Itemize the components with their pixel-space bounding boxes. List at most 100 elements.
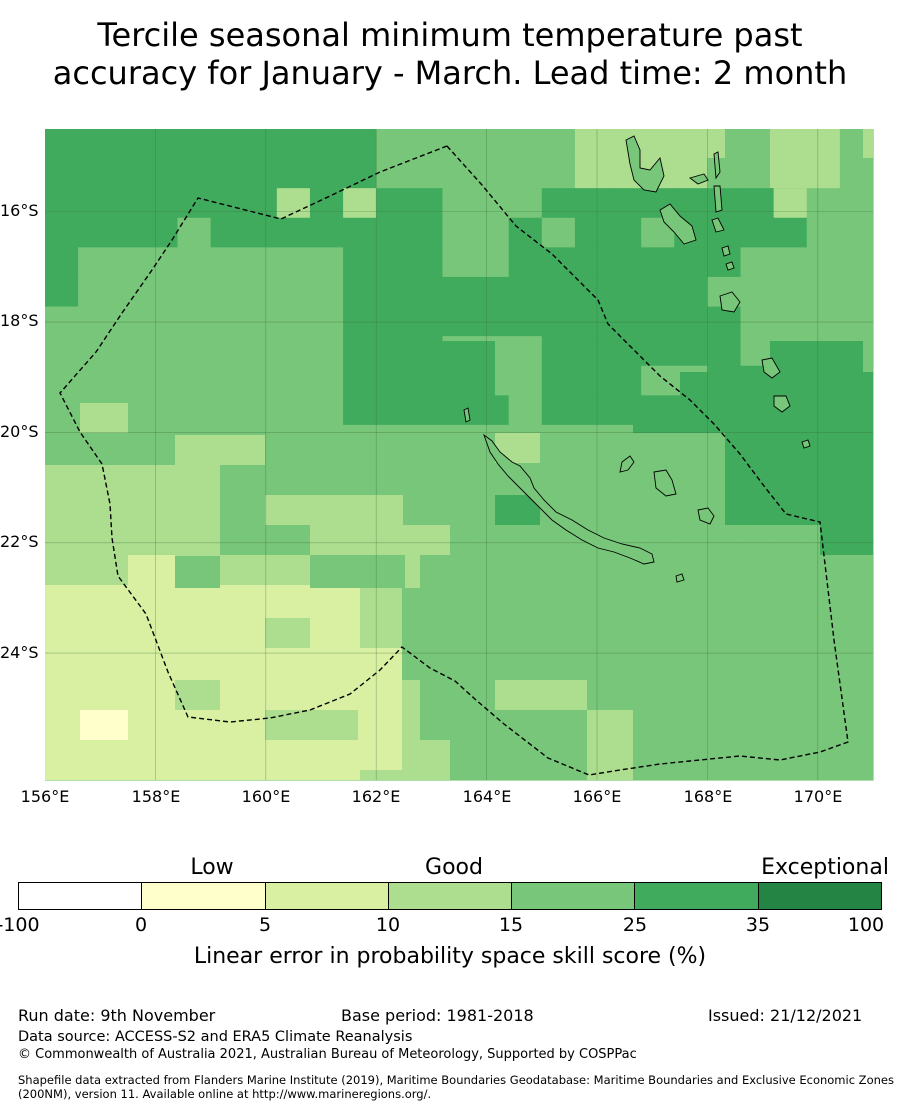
skill-cell	[343, 247, 377, 278]
skill-cell	[608, 602, 642, 633]
skill-cell	[111, 276, 145, 308]
skill-cell	[276, 276, 311, 308]
lon-label-168e: 168°E	[683, 787, 733, 806]
skill-cell	[674, 661, 708, 692]
skill-cell	[402, 588, 450, 680]
skill-cell	[541, 188, 576, 219]
skill-cell	[265, 618, 310, 648]
skill-cell	[641, 365, 675, 396]
skill-cell	[508, 543, 543, 574]
skill-cell	[541, 424, 576, 456]
skill-cell	[587, 341, 633, 372]
skill-cell	[508, 158, 543, 189]
colorbar-tick-5: 5	[258, 914, 272, 936]
skill-cell	[806, 247, 841, 278]
skill-cell	[740, 217, 775, 248]
skill-cell	[177, 306, 212, 337]
skill-cell	[495, 680, 587, 710]
skill-cell	[475, 217, 510, 248]
skill-cell	[740, 129, 775, 160]
skill-cell	[45, 395, 79, 426]
skill-cell	[587, 129, 725, 158]
skill-cell	[674, 336, 708, 367]
skill-cell	[175, 435, 265, 465]
skill-cell	[309, 188, 344, 219]
lon-label-166e: 166°E	[572, 787, 622, 806]
skill-cell	[78, 129, 112, 160]
skill-cell	[707, 661, 742, 692]
skill-cell	[111, 247, 145, 278]
skill-cell	[309, 454, 344, 485]
skill-cell	[773, 720, 808, 752]
category-good: Good	[425, 855, 483, 880]
skill-cell	[641, 750, 675, 781]
skill-cell	[177, 158, 212, 189]
skill-cell	[450, 680, 495, 780]
shapefile-credit: Shapefile data extracted from Flanders M…	[18, 1073, 894, 1101]
vanuatu-efate	[719, 291, 741, 313]
skill-cell	[276, 217, 311, 248]
skill-cell	[309, 247, 344, 278]
skill-cell	[409, 306, 444, 337]
skill-cell	[707, 572, 742, 604]
skill-cell	[508, 572, 543, 604]
loyalty-island-2	[653, 469, 677, 497]
skill-cell	[839, 632, 874, 663]
skill-cell	[310, 555, 405, 588]
skill-cell	[409, 129, 444, 160]
skill-cell	[674, 632, 708, 663]
skill-cell	[265, 588, 310, 618]
skill-cell	[839, 750, 874, 781]
skill-cell	[409, 188, 444, 219]
skill-cell	[144, 395, 179, 426]
skill-cell	[442, 454, 477, 485]
colorbar-tick-0: 0	[134, 914, 148, 936]
skill-cell	[276, 336, 311, 367]
colorbar-tick-25: 25	[622, 914, 648, 936]
skill-cell	[442, 484, 477, 515]
skill-cell	[243, 395, 278, 426]
skill-cell	[409, 217, 444, 248]
skill-cell	[641, 572, 675, 604]
skill-cell	[45, 247, 79, 278]
skill-cell	[707, 720, 742, 752]
skill-cell	[111, 306, 145, 337]
skill-cell	[773, 632, 808, 663]
skill-cell	[45, 465, 220, 565]
skill-cell	[78, 217, 112, 248]
skill-cell	[276, 365, 311, 396]
skill-cell	[144, 129, 179, 160]
skill-cell	[674, 691, 708, 722]
skill-cell	[839, 276, 874, 308]
skill-cell	[641, 720, 675, 752]
skill-cell	[770, 129, 817, 188]
lat-label-24s: 24°S	[0, 643, 39, 662]
skill-cell	[587, 710, 633, 780]
skill-cell	[45, 276, 79, 308]
skill-cell	[773, 750, 808, 781]
skill-cell	[475, 129, 510, 160]
skill-cell	[674, 543, 708, 574]
skill-cell	[508, 365, 543, 396]
skill-cell	[806, 602, 841, 633]
skill-cell	[608, 632, 642, 663]
skill-cell	[641, 247, 675, 278]
skill-cell	[740, 691, 775, 722]
colorbar-segment-2	[142, 883, 266, 909]
skill-cell	[541, 454, 576, 485]
vanuatu-island-b	[713, 185, 723, 213]
skill-cell	[641, 661, 675, 692]
skill-cell	[409, 276, 444, 308]
skill-cell	[45, 129, 79, 160]
skill-cell	[265, 710, 358, 740]
skill-cell	[343, 365, 377, 396]
skill-cell	[541, 129, 576, 160]
skill-cell	[508, 217, 543, 248]
skill-cell	[820, 525, 873, 555]
skill-cell	[177, 276, 212, 308]
skill-cell	[376, 217, 410, 248]
run-date: Run date: 9th November	[18, 1006, 216, 1025]
skill-cell	[45, 424, 79, 456]
skill-cell	[863, 129, 873, 158]
skill-cell	[442, 276, 477, 308]
